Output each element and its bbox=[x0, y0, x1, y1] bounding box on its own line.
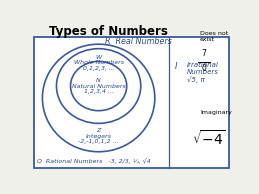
FancyBboxPatch shape bbox=[34, 37, 229, 168]
Text: $\sqrt{-4}$: $\sqrt{-4}$ bbox=[192, 129, 226, 147]
Text: W
Whole Numbers
0,1,2,3, ...: W Whole Numbers 0,1,2,3, ... bbox=[74, 55, 124, 71]
Text: 7: 7 bbox=[202, 49, 206, 58]
Text: Irrational
Numbers
√5, π: Irrational Numbers √5, π bbox=[187, 62, 219, 83]
Text: R  Real Numbers: R Real Numbers bbox=[105, 37, 172, 47]
Text: N
Natural Numbers
1,2,3,4 ...: N Natural Numbers 1,2,3,4 ... bbox=[72, 78, 126, 94]
Text: Imaginary: Imaginary bbox=[200, 110, 232, 115]
Text: Z
Integers
-2,-1,0,1,2 ...: Z Integers -2,-1,0,1,2 ... bbox=[78, 128, 119, 144]
Text: Q  Rational Numbers   -3, 2/3, ¼, √4: Q Rational Numbers -3, 2/3, ¼, √4 bbox=[37, 158, 151, 165]
Text: Types of Numbers: Types of Numbers bbox=[49, 25, 168, 38]
Text: Does not
exist: Does not exist bbox=[200, 31, 228, 42]
Text: 0: 0 bbox=[202, 64, 206, 73]
Text: I: I bbox=[175, 62, 177, 71]
